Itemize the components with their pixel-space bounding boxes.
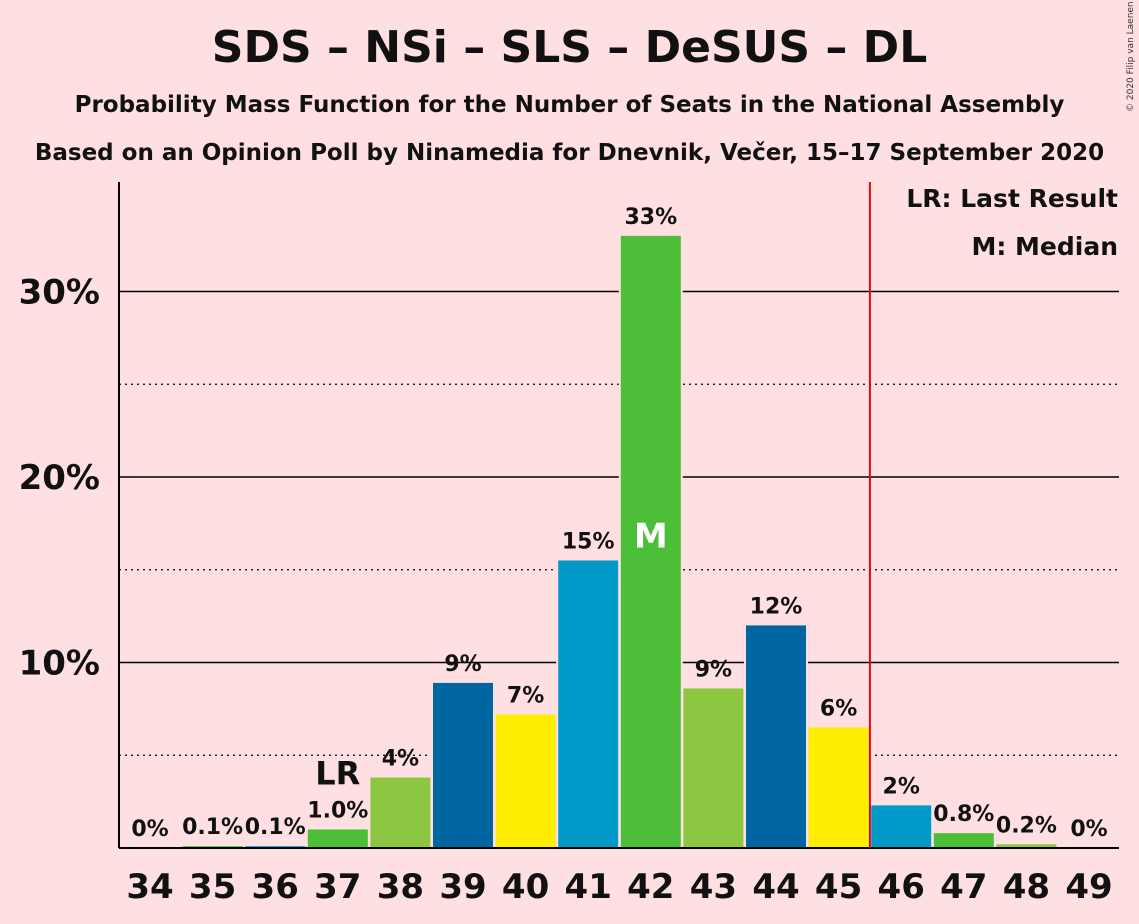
bar — [871, 805, 932, 848]
bar — [683, 688, 744, 848]
bar-value-label: 0.2% — [996, 813, 1057, 838]
y-tick-label: 20% — [19, 458, 100, 498]
bar — [620, 235, 681, 849]
last-result-marker: LR — [315, 754, 360, 792]
y-tick-label: 30% — [19, 273, 100, 313]
bar — [433, 682, 493, 848]
bar-value-label: 7% — [507, 683, 544, 708]
bar-value-label: 0.8% — [933, 802, 994, 827]
bar-value-label: 33% — [624, 205, 677, 230]
x-tick-label: 40 — [502, 867, 549, 907]
bar-halo — [180, 844, 245, 848]
bar-value-label: 2% — [883, 774, 920, 799]
x-tick-label: 39 — [439, 867, 486, 907]
chart-subtitle: Probability Mass Function for the Number… — [74, 92, 1065, 118]
bar-value-label: 6% — [820, 696, 857, 721]
bar-value-label: 9% — [695, 657, 732, 682]
x-tick-label: 48 — [1003, 867, 1050, 907]
bar — [307, 829, 368, 848]
bar — [808, 727, 869, 848]
bar-value-label: 15% — [562, 529, 615, 554]
x-tick-label: 45 — [815, 867, 862, 907]
bar-halo — [243, 844, 308, 848]
bar — [933, 833, 994, 848]
y-tick-label: 10% — [19, 644, 100, 684]
bar — [495, 714, 556, 848]
x-tick-label: 37 — [314, 867, 361, 907]
x-tick-label: 36 — [252, 867, 299, 907]
bar-value-label: 1.0% — [307, 798, 368, 823]
x-tick-label: 42 — [627, 867, 674, 907]
x-tick-label: 38 — [377, 867, 424, 907]
bar-value-label: 9% — [444, 652, 481, 677]
x-tick-label: 41 — [565, 867, 612, 907]
x-tick-label: 49 — [1065, 867, 1112, 907]
chart-source: Based on an Opinion Poll by Ninamedia fo… — [34, 140, 1105, 166]
legend-last-result: LR: Last Result — [906, 184, 1118, 213]
bar-value-label: 0% — [1070, 817, 1107, 842]
bar — [746, 625, 806, 848]
chart-title: SDS – NSi – SLS – DeSUS – DL — [211, 22, 928, 73]
bar-value-label: 12% — [750, 594, 803, 619]
median-marker: M — [634, 516, 668, 556]
bar-value-label: 0.1% — [245, 815, 306, 840]
bar — [558, 560, 619, 848]
legend-median: M: Median — [971, 232, 1118, 261]
bar-value-label: 4% — [382, 747, 419, 772]
bar — [370, 777, 431, 848]
bar-value-label: 0.1% — [182, 815, 243, 840]
x-tick-label: 35 — [189, 867, 236, 907]
bar-value-label: 0% — [131, 817, 168, 842]
x-tick-label: 47 — [940, 867, 987, 907]
x-tick-label: 44 — [752, 867, 799, 907]
bar — [996, 844, 1057, 848]
x-tick-label: 46 — [878, 867, 925, 907]
x-tick-label: 43 — [690, 867, 737, 907]
x-tick-label: 34 — [126, 867, 173, 907]
